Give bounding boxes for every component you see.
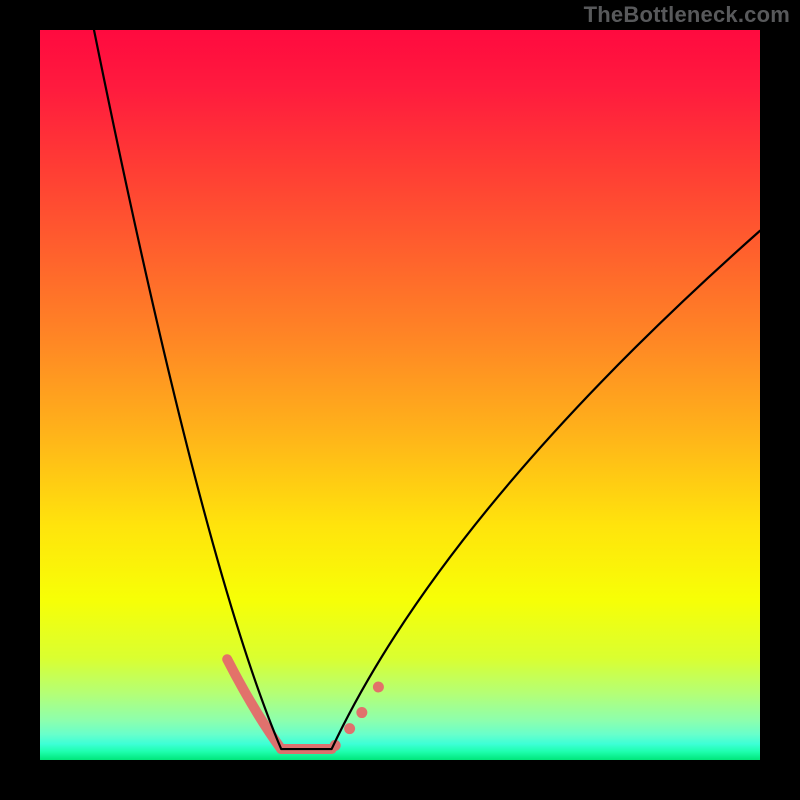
plot-background bbox=[40, 30, 760, 760]
highlight-dot bbox=[373, 682, 384, 693]
highlight-dot bbox=[344, 723, 355, 734]
watermark-text: TheBottleneck.com bbox=[584, 2, 790, 28]
chart-stage: TheBottleneck.com bbox=[0, 0, 800, 800]
chart-svg bbox=[0, 0, 800, 800]
highlight-dot bbox=[356, 707, 367, 718]
